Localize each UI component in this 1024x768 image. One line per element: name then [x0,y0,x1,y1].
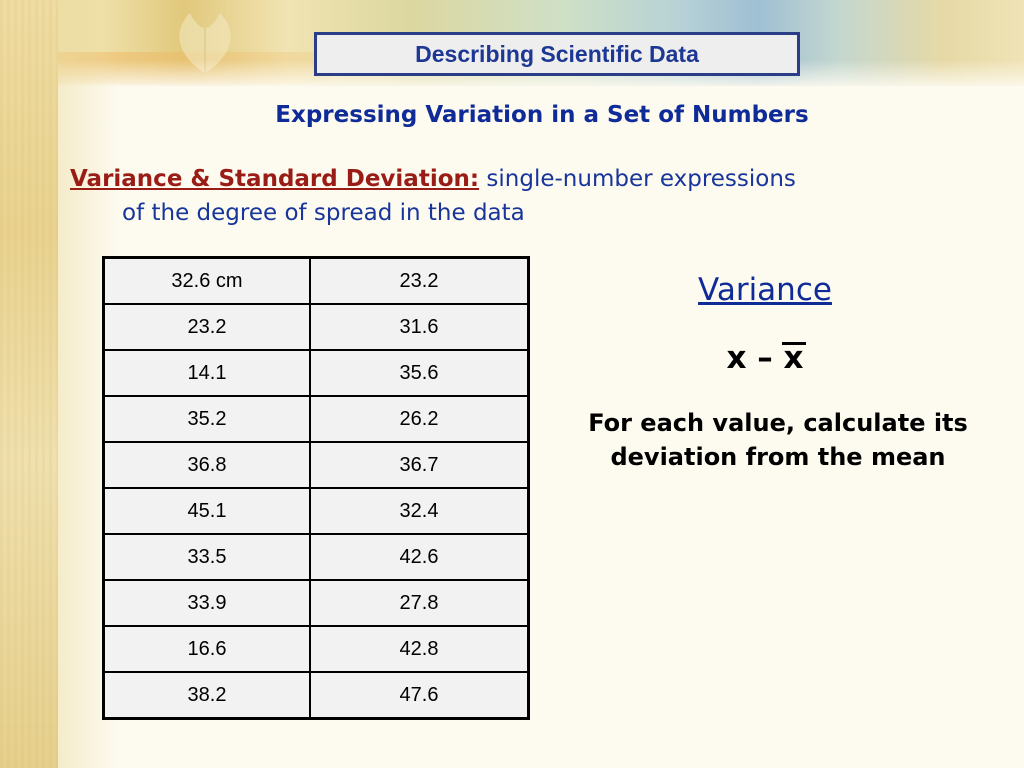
definition-text-line2: of the degree of spread in the data [122,200,525,226]
table-row: 36.8 36.7 [102,441,530,489]
table-row: 35.2 26.2 [102,395,530,443]
table-cell: 23.2 [102,303,311,351]
table-cell: 33.5 [102,533,311,581]
table-row: 16.6 42.8 [102,625,530,673]
table-row: 33.5 42.6 [102,533,530,581]
table-cell: 36.8 [102,441,311,489]
table-row: 32.6 cm 23.2 [102,256,530,305]
table-row: 33.9 27.8 [102,579,530,627]
explanation-line1: For each value, calculate its [588,409,968,437]
table-row: 23.2 31.6 [102,303,530,351]
table-cell: 16.6 [102,625,311,673]
table-row: 14.1 35.6 [102,349,530,397]
slide-subtitle: Expressing Variation in a Set of Numbers [275,102,809,128]
table-cell: 35.2 [102,395,311,443]
table-row: 38.2 47.6 [102,671,530,720]
table-row: 45.1 32.4 [102,487,530,535]
definition-text-line1: single-number expressions [486,166,796,192]
table-cell: 35.6 [309,349,530,397]
table-cell: 33.9 [102,579,311,627]
deviation-formula: x – x [620,340,910,376]
table-cell: 23.2 [309,256,530,305]
formula-minus: – [746,340,784,376]
table-cell: 27.8 [309,579,530,627]
explanation-line2: deviation from the mean [610,443,946,471]
variance-explanation: For each value, calculate its deviation … [548,406,1008,474]
formula-x: x [726,340,747,376]
table-cell: 42.6 [309,533,530,581]
slide-title: Describing Scientific Data [415,40,699,67]
table-cell: 47.6 [309,671,530,720]
table-cell: 38.2 [102,671,311,720]
table-cell: 31.6 [309,303,530,351]
data-table: 32.6 cm 23.2 23.2 31.6 14.1 35.6 35.2 26.2 36.8 3… [102,256,530,720]
variance-heading: Variance [698,272,832,308]
slide-title-box: Describing Scientific Data [314,32,800,76]
table-cell: 45.1 [102,487,311,535]
table-cell: 32.6 cm [102,256,311,305]
decorative-left-strip [0,0,58,768]
table-cell: 42.8 [309,625,530,673]
table-cell: 26.2 [309,395,530,443]
table-cell: 14.1 [102,349,311,397]
table-cell: 36.7 [309,441,530,489]
table-cell: 32.4 [309,487,530,535]
definition-term: Variance & Standard Deviation: [70,166,480,192]
definition-paragraph: Variance & Standard Deviation: single-nu… [70,162,990,230]
formula-x-bar: x [781,340,806,376]
